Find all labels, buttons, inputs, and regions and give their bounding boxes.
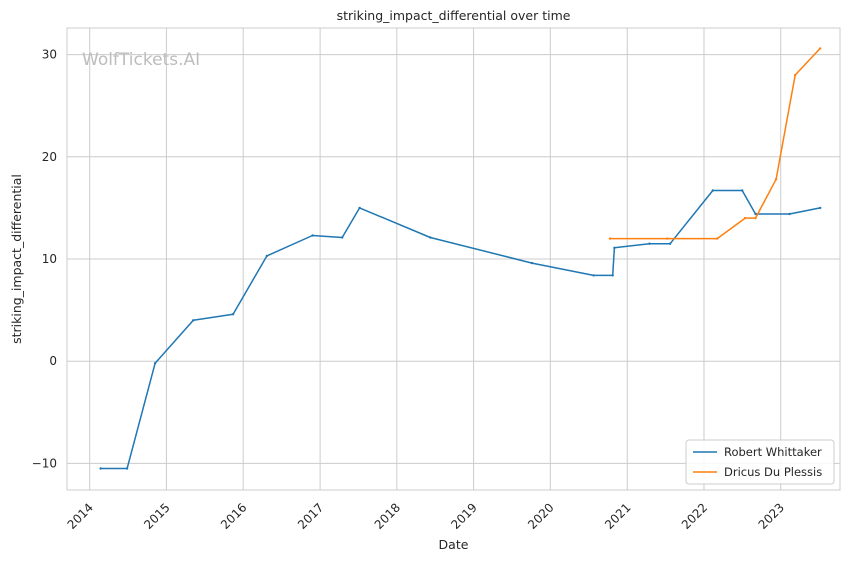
legend-box — [685, 439, 835, 485]
data-point-robert-whittaker-6 — [311, 234, 314, 237]
data-point-robert-whittaker-0 — [99, 467, 102, 470]
data-point-robert-whittaker-12 — [611, 274, 614, 277]
legend-label-robert-whittaker: Robert Whittaker — [724, 445, 822, 459]
legend-label-dricus-du-plessis: Dricus Du Plessis — [724, 465, 822, 479]
data-point-robert-whittaker-11 — [592, 274, 595, 277]
chart-title: striking_impact_differential over time — [337, 8, 571, 23]
data-point-robert-whittaker-3 — [192, 319, 195, 322]
x-tick-label-2014: 2014 — [65, 500, 96, 531]
axis-ticks: 2014 2015 2016 2017 2018 2019 2020 2021 2022 2023… — [32, 48, 787, 532]
series-lines — [99, 47, 822, 470]
x-tick-label-2022: 2022 — [679, 500, 710, 531]
y-tick-label-10: 10 — [42, 252, 57, 266]
data-point-dricus-du-plessis-3 — [744, 216, 747, 220]
data-point-dricus-du-plessis-6 — [794, 73, 797, 77]
y-tick-label-0: 0 — [49, 354, 57, 368]
x-tick-label-2021: 2021 — [602, 500, 633, 531]
data-point-dricus-du-plessis-4 — [754, 216, 757, 220]
data-point-dricus-du-plessis-0 — [608, 237, 612, 240]
x-tick-label-2017: 2017 — [295, 500, 326, 531]
watermark: WolfTickets.AI — [82, 50, 200, 70]
data-point-robert-whittaker-20 — [819, 206, 822, 210]
y-tick-label-30: 30 — [42, 48, 57, 62]
y-tick-label-20: 20 — [42, 150, 57, 164]
data-point-robert-whittaker-5 — [265, 254, 269, 258]
data-point-robert-whittaker-17 — [741, 189, 744, 192]
data-point-robert-whittaker-8 — [358, 206, 361, 210]
x-tick-label-2019: 2019 — [448, 500, 479, 531]
data-point-dricus-du-plessis-2 — [716, 237, 719, 240]
data-point-robert-whittaker-19 — [788, 212, 791, 216]
data-point-dricus-du-plessis-7 — [819, 47, 822, 50]
y-tick-label--10: −10 — [32, 456, 57, 470]
legend: Robert Whittaker Dricus Du Plessis — [685, 439, 835, 485]
data-point-robert-whittaker-16 — [711, 189, 714, 192]
x-tick-label-2020: 2020 — [525, 500, 556, 531]
x-tick-label-2016: 2016 — [218, 500, 249, 531]
y-axis-label: striking_impact_differential — [9, 174, 24, 344]
data-point-robert-whittaker-14 — [648, 242, 651, 245]
data-point-robert-whittaker-2 — [153, 362, 157, 365]
series-line-robert-whittaker — [100, 189, 821, 470]
data-point-robert-whittaker-15 — [668, 242, 672, 245]
data-point-robert-whittaker-4 — [231, 313, 235, 316]
data-point-dricus-du-plessis-5 — [774, 178, 778, 181]
x-tick-label-2018: 2018 — [372, 500, 403, 531]
x-axis-label: Date — [439, 537, 469, 552]
data-point-dricus-du-plessis-1 — [666, 237, 669, 240]
series-line-dricus-du-plessis — [610, 47, 821, 240]
x-tick-label-2023: 2023 — [756, 500, 787, 531]
plot-frame — [66, 27, 841, 491]
data-point-robert-whittaker-18 — [754, 212, 757, 216]
data-point-robert-whittaker-1 — [125, 467, 129, 470]
data-point-robert-whittaker-10 — [530, 261, 534, 265]
x-tick-label-2015: 2015 — [141, 500, 172, 531]
data-point-robert-whittaker-13 — [613, 246, 616, 249]
data-point-robert-whittaker-9 — [429, 236, 432, 239]
grid — [67, 28, 840, 490]
data-point-robert-whittaker-7 — [341, 236, 344, 239]
